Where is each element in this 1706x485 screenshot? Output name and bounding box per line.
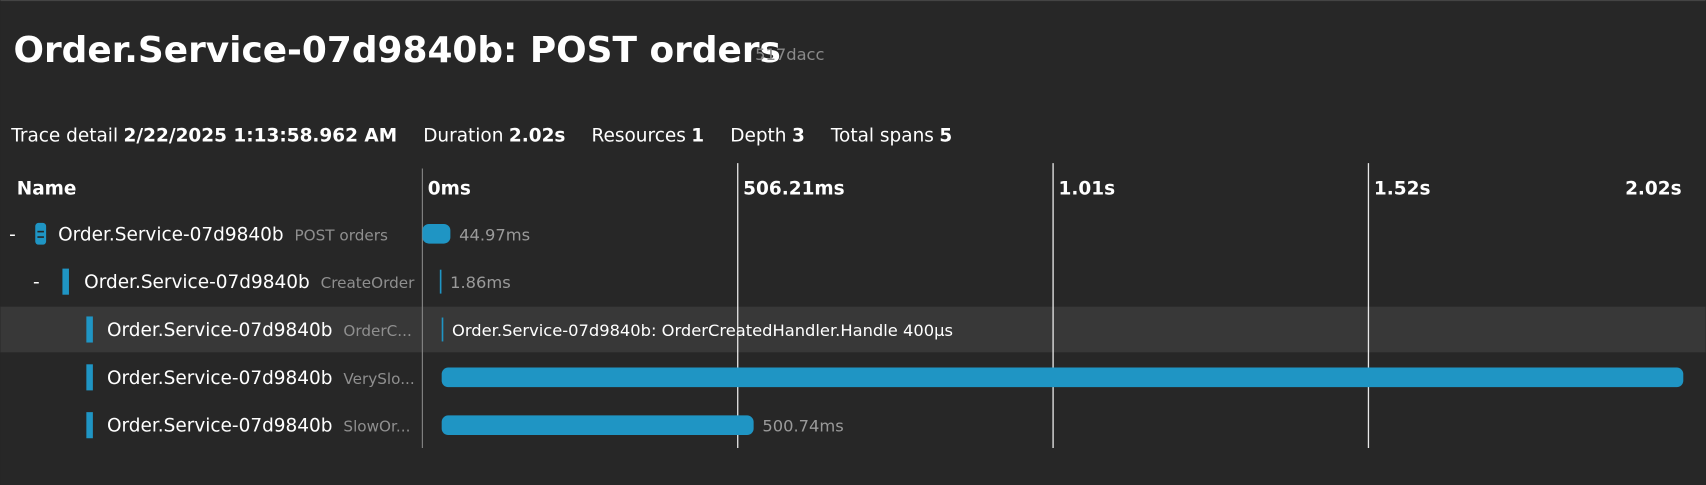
span-resource: Order.Service-07d9840b xyxy=(107,320,333,341)
resource-icon xyxy=(35,222,47,245)
span-name[interactable]: Order.Service-07d9840b VerySlo... xyxy=(107,368,415,389)
top-border xyxy=(0,0,1706,2)
span-operation: SlowOr... xyxy=(343,418,410,436)
span-bar[interactable] xyxy=(422,224,451,244)
span-resource: Order.Service-07d9840b xyxy=(58,224,284,245)
span-name[interactable]: Order.Service-07d9840b POST orders xyxy=(58,224,388,245)
span-resource: Order.Service-07d9840b xyxy=(84,272,310,293)
tick-label: 0ms xyxy=(428,179,471,200)
span-name[interactable]: Order.Service-07d9840b OrderC... xyxy=(107,320,412,341)
span-bar[interactable] xyxy=(441,415,754,435)
summary-label: Depth xyxy=(730,125,786,146)
summary-value: 1 xyxy=(691,125,704,146)
trace-title: Order.Service-07d9840b: POST orders xyxy=(13,30,780,71)
summary-label: Total spans xyxy=(830,125,934,146)
span-indicator xyxy=(86,364,93,391)
span-resource: Order.Service-07d9840b xyxy=(107,416,333,437)
summary-label: Duration xyxy=(423,125,503,146)
summary-value: 3 xyxy=(792,125,805,146)
span-name[interactable]: Order.Service-07d9840b CreateOrder xyxy=(84,272,415,293)
expander[interactable]: - xyxy=(9,224,16,245)
span-rows: - Order.Service-07d9840b POST orders 44.97m… xyxy=(9,222,1684,439)
tick-label: 1.01s xyxy=(1059,179,1116,200)
tick-label: 2.02s xyxy=(1625,179,1682,200)
tick-label: 506.21ms xyxy=(743,179,845,200)
span-bar[interactable] xyxy=(441,317,444,342)
summary-label: Trace detail xyxy=(10,125,118,146)
summary-value: 2.02s xyxy=(509,125,566,146)
span-bar[interactable] xyxy=(441,367,1684,388)
span-duration: 500.74ms xyxy=(762,417,843,436)
summary-value: 5 xyxy=(939,125,952,146)
summary-value: 2/22/2025 1:13:58.962 AM xyxy=(124,125,398,146)
trace-id: 517dacc xyxy=(755,45,824,64)
span-operation: POST orders xyxy=(294,226,388,244)
span-operation: OrderC... xyxy=(343,322,411,340)
timeline-ticks: 0ms 506.21ms 1.01s 1.52s 2.02s xyxy=(428,163,1682,449)
span-bar[interactable] xyxy=(439,269,442,294)
name-header: Name xyxy=(17,179,77,200)
span-operation: VerySlo... xyxy=(343,370,414,388)
span-indicator xyxy=(62,268,69,295)
span-indicator xyxy=(86,316,93,343)
span-indicator xyxy=(86,412,93,439)
span-duration: 44.97ms xyxy=(459,225,530,244)
summary: Trace detail 2/22/2025 1:13:58.962 AM Dura… xyxy=(10,125,952,146)
span-name[interactable]: Order.Service-07d9840b SlowOr... xyxy=(107,416,410,437)
span-resource: Order.Service-07d9840b xyxy=(107,368,333,389)
span-duration: 1.86ms xyxy=(450,273,511,292)
span-duration: Order.Service-07d9840b: OrderCreatedHand… xyxy=(452,321,953,340)
tick-label: 1.52s xyxy=(1374,179,1431,200)
expander[interactable]: - xyxy=(33,272,40,293)
summary-label: Resources xyxy=(592,125,686,146)
row-highlight xyxy=(0,306,1706,353)
span-operation: CreateOrder xyxy=(321,274,416,292)
